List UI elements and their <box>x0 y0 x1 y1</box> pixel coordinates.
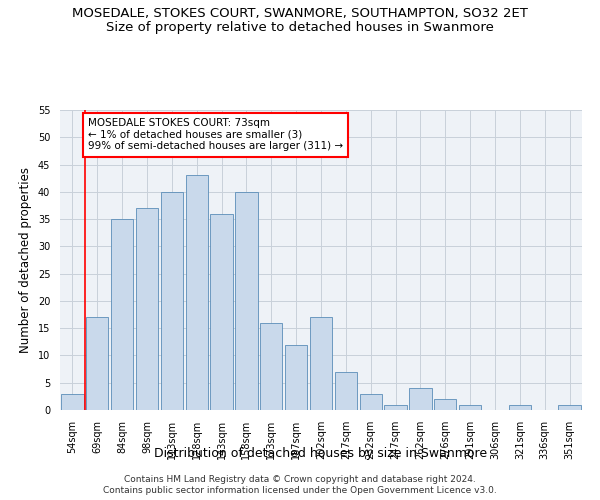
Bar <box>310 318 332 410</box>
Bar <box>86 318 109 410</box>
Bar <box>211 214 233 410</box>
Bar <box>385 404 407 410</box>
Bar <box>111 219 133 410</box>
Bar <box>235 192 257 410</box>
Text: MOSEDALE STOKES COURT: 73sqm
← 1% of detached houses are smaller (3)
99% of semi: MOSEDALE STOKES COURT: 73sqm ← 1% of det… <box>88 118 343 152</box>
Bar <box>285 344 307 410</box>
Bar <box>161 192 183 410</box>
Bar <box>260 322 283 410</box>
Text: Contains HM Land Registry data © Crown copyright and database right 2024.: Contains HM Land Registry data © Crown c… <box>124 475 476 484</box>
Bar <box>459 404 481 410</box>
Y-axis label: Number of detached properties: Number of detached properties <box>19 167 32 353</box>
Text: Distribution of detached houses by size in Swanmore: Distribution of detached houses by size … <box>154 448 488 460</box>
Bar <box>559 404 581 410</box>
Bar <box>359 394 382 410</box>
Bar <box>409 388 431 410</box>
Bar <box>185 176 208 410</box>
Bar <box>335 372 357 410</box>
Text: Contains public sector information licensed under the Open Government Licence v3: Contains public sector information licen… <box>103 486 497 495</box>
Text: MOSEDALE, STOKES COURT, SWANMORE, SOUTHAMPTON, SO32 2ET: MOSEDALE, STOKES COURT, SWANMORE, SOUTHA… <box>72 8 528 20</box>
Text: Size of property relative to detached houses in Swanmore: Size of property relative to detached ho… <box>106 21 494 34</box>
Bar <box>434 399 457 410</box>
Bar <box>136 208 158 410</box>
Bar <box>61 394 83 410</box>
Bar <box>509 404 531 410</box>
